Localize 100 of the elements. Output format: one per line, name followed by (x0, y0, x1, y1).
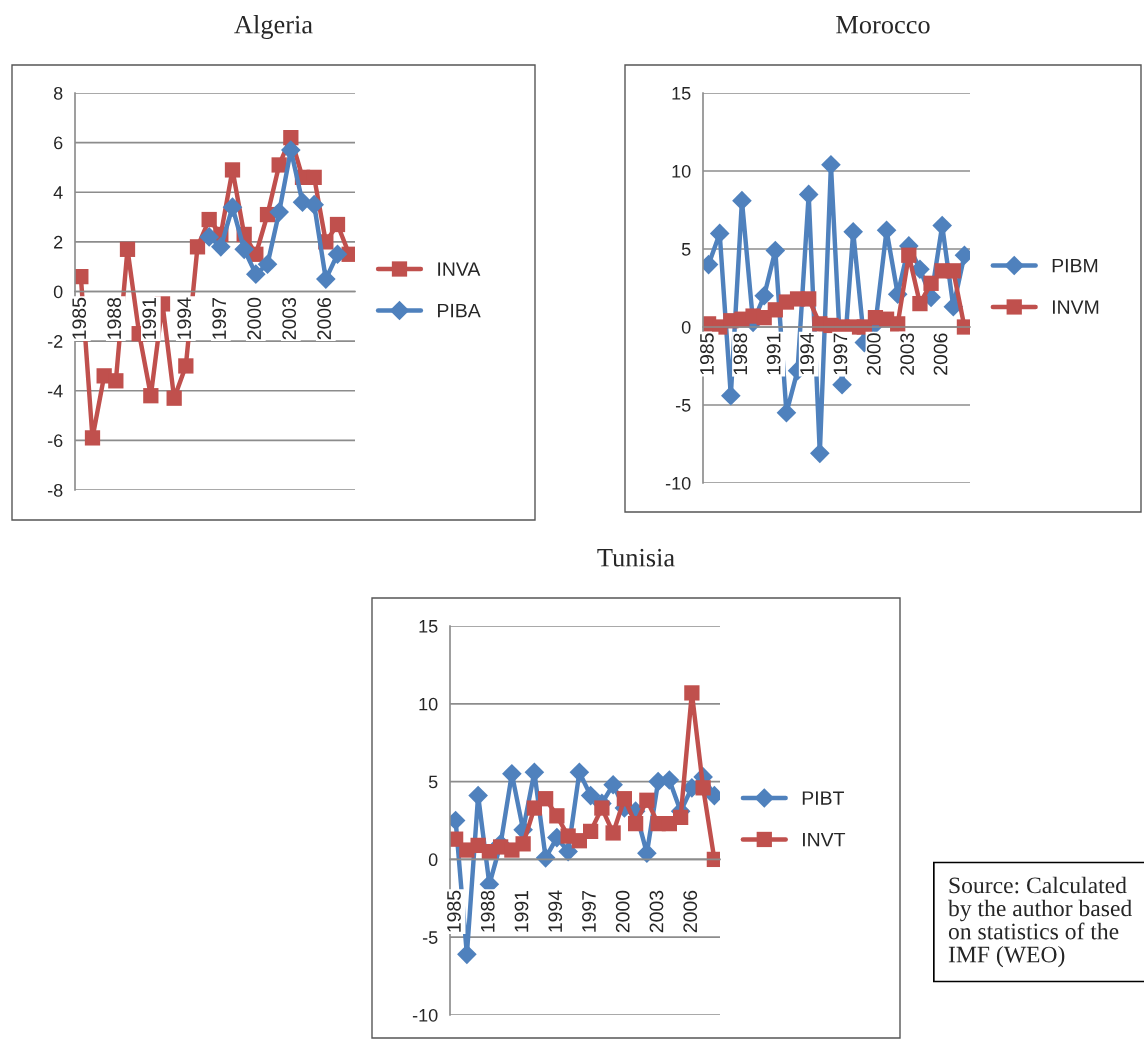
point (580, 785, 601, 806)
point (558, 841, 578, 862)
point (108, 373, 124, 389)
point (672, 809, 689, 826)
legend-label: INVA (438, 262, 481, 276)
point (754, 285, 775, 306)
point (569, 762, 590, 783)
point (732, 190, 752, 211)
y-tick-label: 5 (681, 243, 691, 256)
point (316, 269, 336, 289)
x-tick-label: 1994 (548, 890, 563, 932)
point (234, 239, 254, 260)
point (257, 254, 278, 275)
point (457, 944, 477, 965)
point (695, 780, 711, 796)
chart-title: Morocco (836, 16, 930, 34)
point (199, 227, 219, 247)
point (211, 237, 231, 257)
point (269, 202, 289, 222)
x-tick-label: 1991 (142, 298, 157, 339)
point (809, 443, 830, 464)
point (603, 774, 623, 795)
legend-label: PIBT (802, 791, 845, 805)
point (912, 295, 928, 312)
x-tick-label: 2000 (615, 890, 630, 933)
x-tick-label: 2003 (649, 890, 664, 933)
x-tick-label: 1997 (212, 298, 227, 339)
source-note: Source: Calculated by the author based on statistics of the IMF (WEO) (948, 876, 1132, 968)
y-tick-label: -5 (422, 931, 438, 944)
point (709, 223, 730, 244)
y-tick-label: 0 (53, 285, 63, 299)
x-tick-label: 1988 (107, 297, 122, 339)
point (582, 823, 599, 840)
point (119, 241, 136, 257)
point (246, 264, 266, 284)
point (201, 211, 217, 228)
x-tick-label: 2000 (866, 333, 881, 375)
point (720, 385, 741, 406)
y-tick-label: 4 (53, 186, 63, 199)
y-tick-label: -4 (47, 384, 63, 398)
x-tick-label: 1997 (582, 890, 596, 932)
legend-label: INVT (803, 832, 846, 847)
y-tick-label: 10 (419, 697, 438, 711)
point (524, 762, 545, 783)
x-tick-label: 1991 (514, 890, 529, 932)
y-tick-label: 0 (681, 320, 691, 334)
point (594, 800, 610, 816)
y-tick-label: 8 (53, 86, 63, 100)
y-tick-label: -10 (412, 1008, 438, 1022)
point (271, 157, 287, 173)
point (876, 220, 897, 241)
chart-title: Algeria (234, 15, 313, 39)
x-tick-label: 1988 (480, 890, 495, 932)
point (627, 815, 644, 832)
point (502, 764, 522, 784)
point (765, 240, 786, 261)
point (549, 808, 565, 824)
x-tick-label: 1988 (733, 333, 748, 375)
point (281, 140, 301, 160)
point (956, 319, 970, 335)
point (684, 685, 700, 701)
point (515, 836, 531, 852)
point (843, 222, 864, 242)
y-tick-label: -2 (47, 335, 63, 348)
point (639, 792, 655, 808)
point (189, 239, 206, 255)
point (798, 184, 819, 205)
y-tick-label: 6 (54, 136, 63, 150)
legend-label: INVM (1052, 300, 1099, 314)
point (306, 169, 322, 185)
x-tick-label: 1985 (700, 333, 714, 375)
point (801, 291, 817, 307)
point (327, 244, 348, 265)
point (537, 791, 554, 807)
y-tick-label: -8 (47, 483, 63, 497)
y-tick-label: -10 (665, 476, 691, 490)
x-tick-label: 2006 (317, 297, 332, 340)
point (535, 848, 556, 868)
point (616, 791, 633, 807)
x-tick-label: 2003 (282, 297, 297, 340)
x-tick-label: 1994 (800, 333, 814, 375)
y-tick-label: 15 (419, 620, 438, 633)
point (832, 374, 852, 395)
point (468, 785, 488, 806)
y-tick-label: 15 (672, 87, 691, 100)
x-tick-label: 2006 (683, 890, 698, 933)
x-tick-label: 2000 (247, 297, 262, 340)
point (84, 430, 101, 446)
chart-title: Tunisia (597, 548, 675, 567)
y-tick-label: 0 (428, 853, 438, 867)
y-tick-label: 10 (672, 164, 691, 178)
y-tick-label: 2 (54, 235, 63, 249)
point (166, 390, 182, 406)
legend-label: PIBM (1052, 258, 1098, 273)
y-tick-label: -6 (47, 434, 63, 448)
x-tick-label: 1991 (766, 333, 781, 375)
point (637, 843, 657, 863)
point (776, 402, 797, 423)
point (605, 825, 621, 841)
point (178, 358, 194, 374)
